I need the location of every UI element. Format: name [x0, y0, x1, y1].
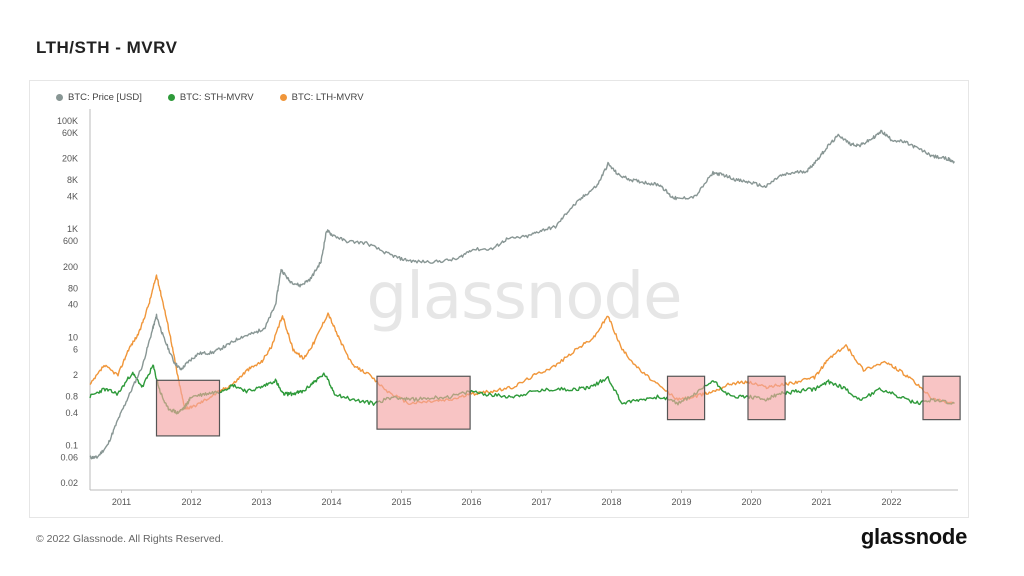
x-tick-label: 2014 — [321, 497, 341, 507]
legend-item-price[interactable]: BTC: Price [USD] — [56, 90, 142, 104]
y-tick-label: 40 — [68, 300, 78, 310]
legend-dot-icon — [167, 93, 175, 101]
y-tick-label: 8K — [67, 175, 78, 185]
highlight-box — [155, 379, 221, 437]
y-tick-label: 0.4 — [65, 408, 78, 418]
x-tick-label: 2015 — [391, 497, 411, 507]
legend-label-price: BTC: Price [USD] — [68, 91, 142, 103]
y-tick-label: 10 — [68, 332, 78, 342]
legend-label-lth: BTC: LTH-MVRV — [291, 91, 364, 103]
highlight-box — [666, 375, 706, 421]
x-tick-label: 2013 — [251, 497, 271, 507]
y-tick-label: 2 — [73, 370, 78, 380]
x-tick-label: 2012 — [181, 497, 201, 507]
highlight-box — [376, 375, 471, 430]
y-tick-label: 0.06 — [60, 452, 78, 462]
y-tick-label: 100K — [57, 116, 78, 126]
y-tick-label: 1K — [67, 224, 78, 234]
x-tick-label: 2020 — [741, 497, 761, 507]
legend-item-sth[interactable]: BTC: STH-MVRV — [167, 90, 254, 104]
highlight-box — [747, 375, 786, 421]
x-tick-label: 2022 — [881, 497, 901, 507]
copyright-notice: © 2022 Glassnode. All Rights Reserved. — [36, 533, 224, 545]
y-tick-label: 80 — [68, 283, 78, 293]
y-tick-label: 20K — [62, 154, 78, 164]
legend-dot-icon — [56, 93, 63, 101]
chart-card — [29, 80, 969, 518]
y-tick-label: 0.1 — [65, 440, 78, 450]
y-tick-label: 0.02 — [60, 478, 78, 488]
x-tick-label: 2011 — [112, 497, 131, 507]
highlight-box — [922, 375, 961, 421]
y-tick-label: 6 — [73, 344, 78, 354]
x-tick-label: 2018 — [601, 497, 621, 507]
y-tick-label: 0.8 — [65, 392, 78, 402]
legend-label-sth: BTC: STH-MVRV — [179, 91, 254, 103]
watermark-text: glassnode — [366, 260, 681, 334]
legend-dot-icon — [279, 93, 287, 101]
x-tick-label: 2017 — [531, 497, 551, 507]
glassnode-logo[interactable]: glassnode — [860, 524, 967, 549]
page-title: LTH/STH - MVRV — [36, 38, 178, 57]
x-tick-label: 2021 — [811, 497, 831, 507]
x-tick-label: 2016 — [461, 497, 481, 507]
series-line-price — [89, 129, 956, 460]
y-tick-label: 600 — [63, 236, 78, 246]
x-tick-label: 2019 — [671, 497, 691, 507]
y-tick-label: 4K — [67, 192, 78, 202]
y-tick-label: 200 — [63, 262, 78, 272]
chart-legend: BTC: Price [USD] BTC: STH-MVRV BTC: LTH-… — [56, 90, 364, 104]
legend-item-lth[interactable]: BTC: LTH-MVRV — [279, 90, 364, 104]
y-tick-label: 60K — [62, 128, 78, 138]
